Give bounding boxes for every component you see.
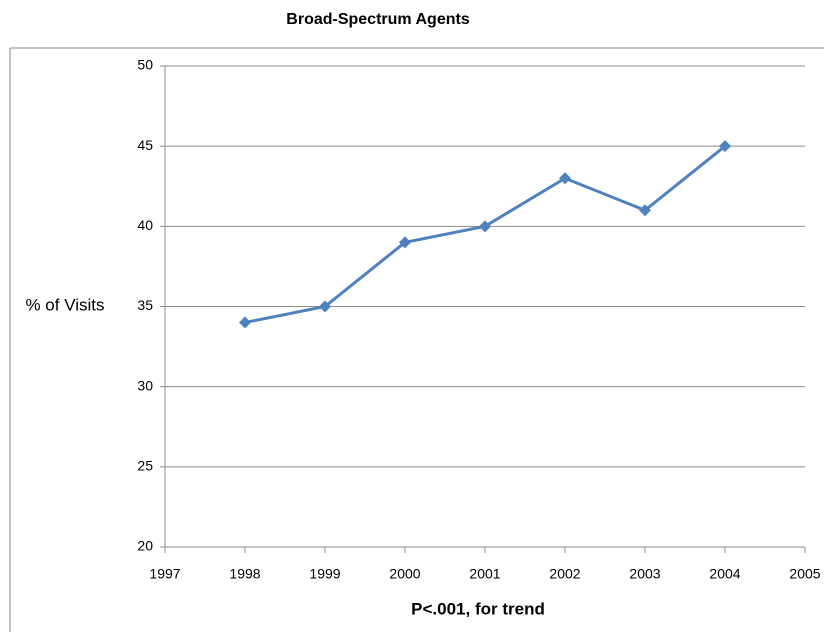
y-tick-label: 35 <box>137 297 153 313</box>
x-tick-label: 2003 <box>629 566 660 582</box>
x-tick-label: 1998 <box>229 566 260 582</box>
x-axis-label: P<.001, for trend <box>411 599 545 618</box>
y-tick-label: 20 <box>137 538 153 554</box>
x-tick-label: 2002 <box>549 566 580 582</box>
y-tick-label: 50 <box>137 57 153 73</box>
x-tick-label: 1997 <box>149 566 180 582</box>
x-tick-label: 2001 <box>469 566 500 582</box>
marker <box>719 140 731 153</box>
x-tick-label: 2000 <box>389 566 420 582</box>
marker <box>319 300 331 313</box>
y-tick-label: 45 <box>137 137 153 153</box>
marker <box>399 236 411 249</box>
marker <box>239 316 251 329</box>
x-tick-label: 1999 <box>309 566 340 582</box>
x-tick-label: 2005 <box>789 566 820 582</box>
marker <box>479 220 491 233</box>
y-axis-label: % of Visits <box>25 295 104 314</box>
line <box>244 144 726 325</box>
marker <box>639 204 651 217</box>
y-tick-label: 40 <box>137 217 153 233</box>
y-tick-label: 30 <box>137 377 153 393</box>
chart-title: Broad-Spectrum Agents <box>286 11 470 28</box>
x-tick-label: 2004 <box>709 566 740 582</box>
marker <box>559 172 571 185</box>
y-tick-label: 25 <box>137 458 153 474</box>
